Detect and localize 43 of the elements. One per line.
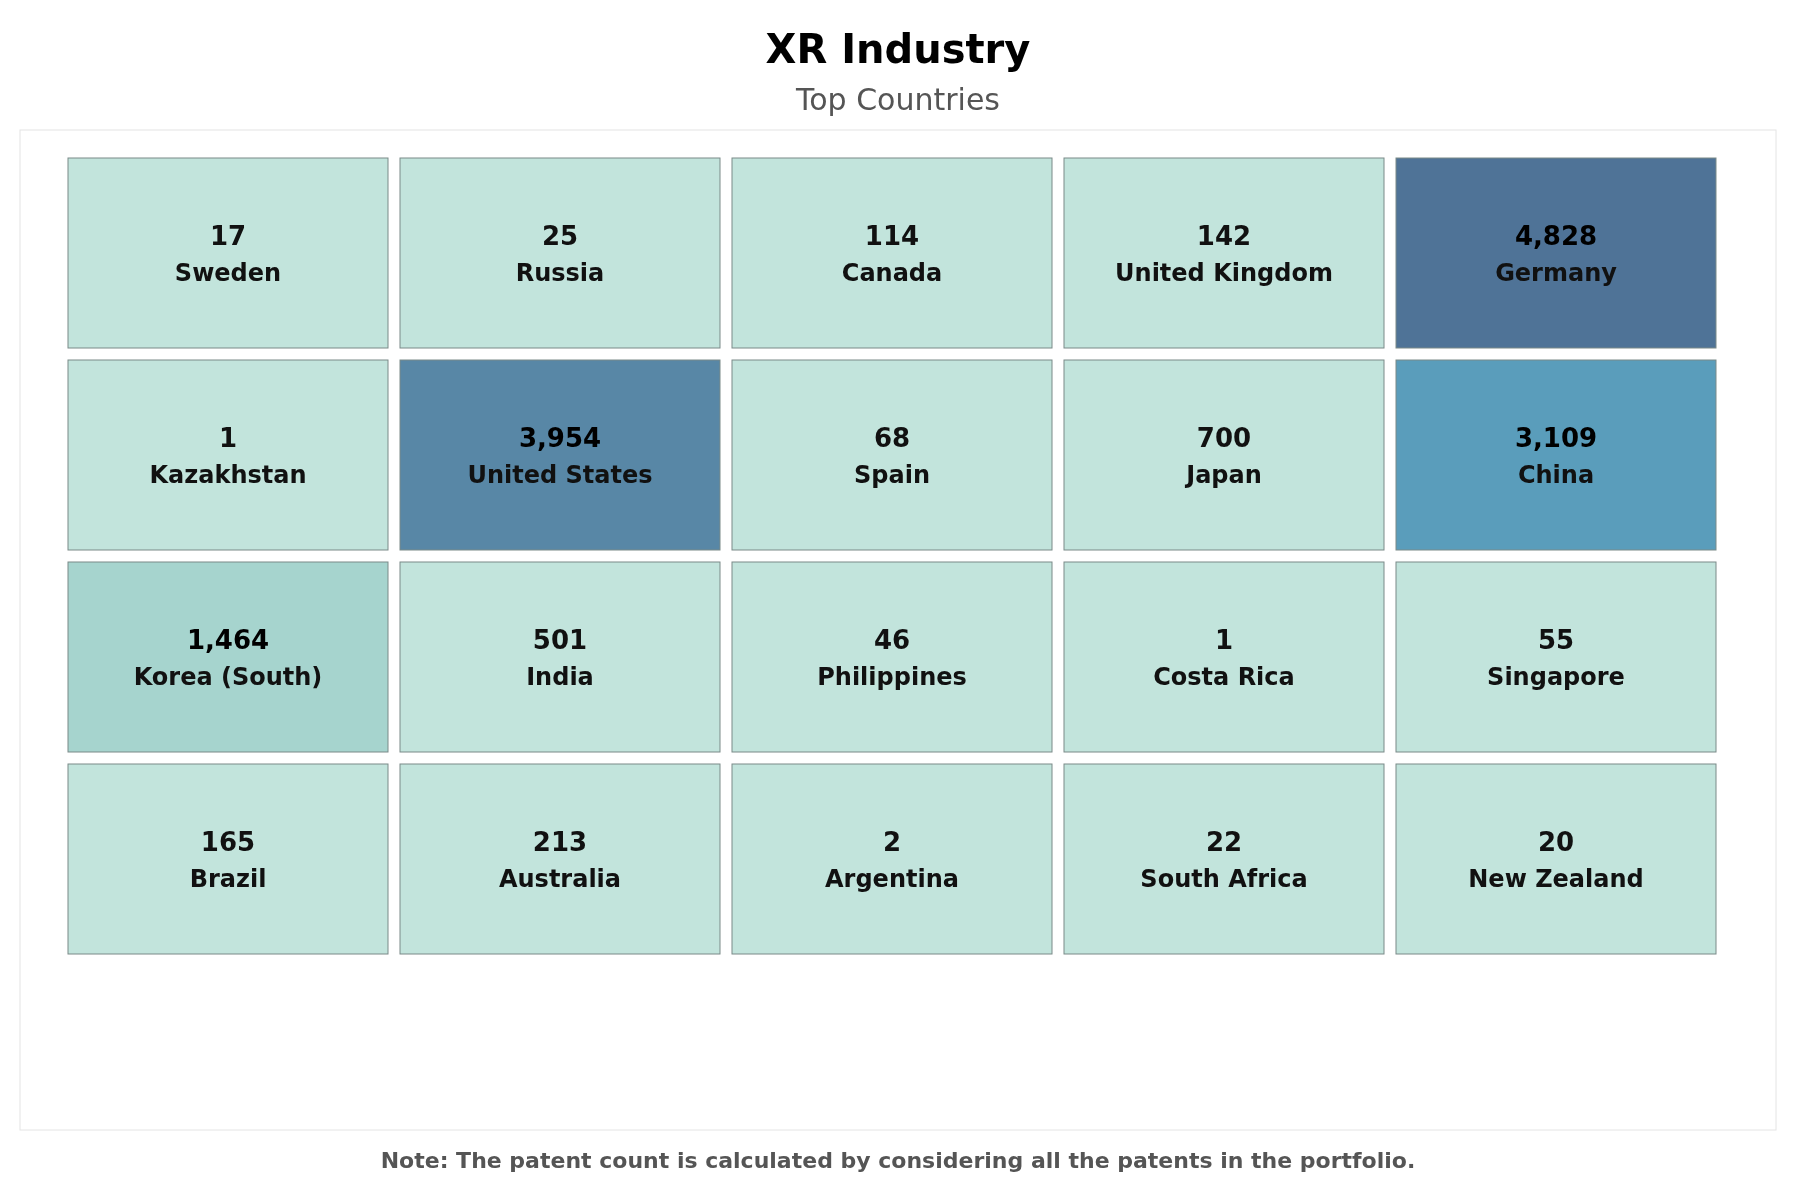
category-label: United Kingdom [1115,259,1333,287]
category-label: Russia [515,259,605,287]
category-label: Brazil [189,865,267,893]
category-label: Philippines [817,663,967,691]
category-label: Canada [841,259,943,287]
data-label: 2 [882,827,902,857]
category-label: China [1517,461,1595,489]
category-label: India [526,663,594,691]
data-label: 22 [1205,827,1243,857]
data-label: 700 [1196,423,1252,453]
data-label: 4,828 [1514,221,1598,251]
data-label: 25 [541,221,579,251]
category-label: Korea (South) [133,663,323,691]
data-label: 3,954 [518,423,602,453]
data-label: 1,464 [186,625,270,655]
category-label: South Africa [1140,865,1308,893]
category-label: Spain [854,461,930,489]
category-label: New Zealand [1468,865,1644,893]
text: XR Industry [765,26,1031,72]
data-label: 46 [873,625,911,655]
category-label: Singapore [1487,663,1625,691]
data-label: 213 [532,827,588,857]
category-label: Argentina [825,865,959,893]
category-label: Kazakhstan [149,461,307,489]
text: Top Countries [794,82,1001,117]
category-label: United States [467,461,653,489]
data-label: 3,109 [1514,423,1598,453]
data-label: 17 [209,221,247,251]
category-label: Germany [1495,259,1618,287]
data-label: 55 [1537,625,1575,655]
data-label: 1 [218,423,238,453]
data-label: 501 [532,625,588,655]
data-label: 165 [200,827,256,857]
data-label: 1 [1214,625,1234,655]
text: Note: The patent count is calculated by considering all the patents in the portfolio. [380,1148,1416,1173]
data-label: 20 [1537,827,1575,857]
category-label: Sweden [174,259,282,287]
data-label: 142 [1196,221,1252,251]
category-label: Australia [498,865,622,893]
data-label: 68 [873,423,911,453]
data-label: 114 [864,221,920,251]
category-label: Japan [1184,461,1262,489]
category-label: Costa Rica [1153,663,1295,691]
